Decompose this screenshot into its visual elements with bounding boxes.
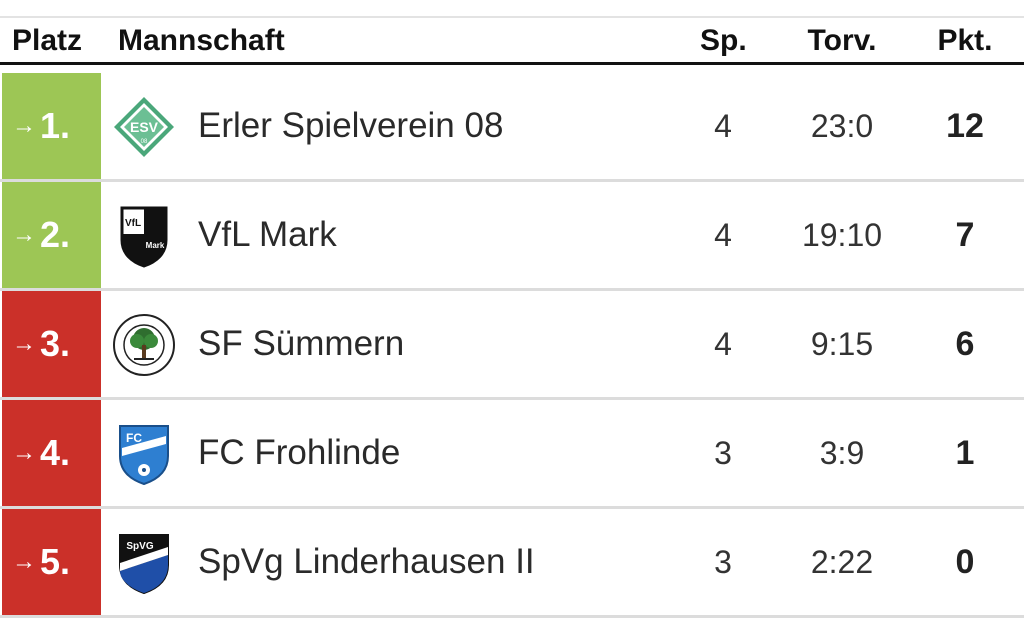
table-header: Platz Mannschaft Sp. Torv. Pkt. (0, 18, 1024, 65)
arrow-right-icon: → (12, 112, 36, 139)
goal-ratio: 2:22 (810, 544, 874, 580)
table-row[interactable]: → 5. SpVG SpVg Linderhausen II 3 2:22 0 (0, 509, 1024, 618)
rank-number: 1. (40, 105, 71, 146)
table-row[interactable]: → 4. FC FC Frohlinde 3 3:9 1 (0, 400, 1024, 509)
header-platz: Platz (12, 24, 83, 57)
rank-badge: → 3. (2, 291, 101, 397)
rank-badge: → 5. (2, 509, 101, 615)
sf-suemmern-logo-icon (113, 314, 175, 376)
table-row[interactable]: → 3. SF Sümmern 4 9:15 6 (0, 291, 1024, 400)
team-name[interactable]: SF Sümmern (198, 324, 405, 363)
rank-badge: → 2. (2, 182, 101, 288)
table-row[interactable]: → 1. ESV 08 Erler Spielverein 08 4 23:0 … (0, 73, 1024, 182)
points: 1 (955, 434, 975, 472)
rank-badge: → 4. (2, 400, 101, 506)
arrow-right-icon: → (12, 221, 36, 248)
goal-ratio: 23:0 (810, 108, 874, 144)
games-played: 4 (714, 217, 732, 253)
rank-badge: → 1. (2, 73, 101, 179)
svg-text:VfL: VfL (125, 218, 141, 229)
goal-ratio: 19:10 (801, 217, 883, 253)
arrow-right-icon: → (12, 439, 36, 466)
games-played: 4 (714, 326, 732, 362)
rank-number: 3. (40, 323, 71, 364)
table-row[interactable]: → 2. VfL Mark VfL Mark 4 19:10 7 (0, 182, 1024, 291)
rank-number: 2. (40, 214, 71, 255)
header-mannschaft: Mannschaft (118, 24, 285, 57)
points: 0 (955, 543, 975, 581)
team-name[interactable]: VfL Mark (198, 215, 337, 254)
vfl-mark-logo-icon: VfL Mark (120, 206, 168, 268)
points: 7 (955, 216, 975, 254)
header-punkte: Pkt. (937, 24, 993, 57)
top-divider (0, 16, 1024, 18)
svg-text:08: 08 (141, 139, 148, 145)
goal-ratio: 3:9 (819, 435, 865, 471)
rank-number: 5. (40, 541, 71, 582)
games-played: 4 (714, 108, 732, 144)
games-played: 3 (714, 435, 732, 471)
games-played: 3 (714, 544, 732, 580)
header-spiele: Sp. (700, 24, 747, 57)
team-name[interactable]: SpVg Linderhausen II (198, 542, 535, 581)
svg-text:Mark: Mark (146, 241, 165, 250)
svg-text:FC: FC (126, 431, 142, 445)
goal-ratio: 9:15 (810, 326, 874, 362)
spvg-linderhausen-logo-icon: SpVG (119, 534, 169, 595)
arrow-right-icon: → (12, 548, 36, 575)
team-name[interactable]: Erler Spielverein 08 (198, 106, 504, 145)
header-torverhaeltnis: Torv. (807, 24, 877, 57)
points: 6 (955, 325, 975, 363)
team-name[interactable]: FC Frohlinde (198, 433, 401, 472)
rank-number: 4. (40, 432, 71, 473)
svg-text:SpVG: SpVG (126, 541, 153, 552)
esv-08-logo-icon: ESV 08 (114, 97, 174, 157)
svg-text:ESV: ESV (130, 119, 159, 135)
points: 12 (946, 107, 984, 145)
arrow-right-icon: → (12, 330, 36, 357)
fc-frohlinde-logo-icon: FC (119, 425, 169, 486)
